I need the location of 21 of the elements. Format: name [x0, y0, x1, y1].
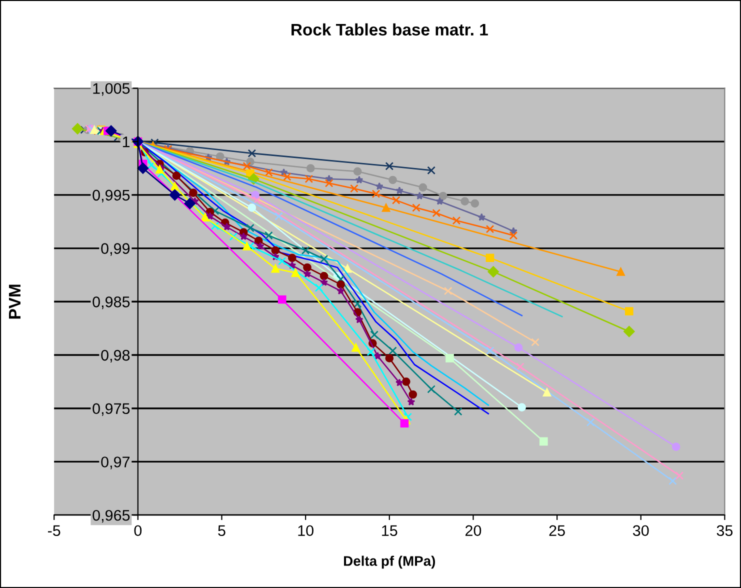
x-tick-label: -5 — [48, 525, 60, 536]
y-tick-label: 1 — [122, 136, 130, 148]
x-tick-label: 35 — [716, 525, 733, 536]
y-tick-label: 0,99 — [101, 243, 130, 256]
y-tick-label: 0,995 — [92, 190, 130, 202]
y-tick-label: 0,98 — [101, 350, 130, 362]
x-tick-label: 0 — [134, 525, 142, 536]
y-tick-label: 0,965 — [92, 510, 130, 523]
y-tick-label: 1,005 — [93, 83, 130, 96]
x-axis-title: Delta pf (MPa) — [344, 556, 436, 569]
x-tick-label: 10 — [298, 525, 314, 536]
y-tick-label: 0,985 — [92, 296, 130, 310]
x-tick-label: 15 — [382, 525, 398, 536]
y-tick-label: 0,97 — [101, 456, 130, 470]
x-tick-label: 20 — [465, 525, 482, 536]
y-tick-label: 0,975 — [92, 403, 130, 416]
x-tick-label: 25 — [549, 525, 565, 536]
y-axis-title: PVM — [8, 284, 20, 319]
x-tick-label: 5 — [218, 525, 226, 536]
x-tick-label: 30 — [632, 525, 649, 536]
chart-title: Rock Tables base matr. 1 — [292, 23, 488, 36]
